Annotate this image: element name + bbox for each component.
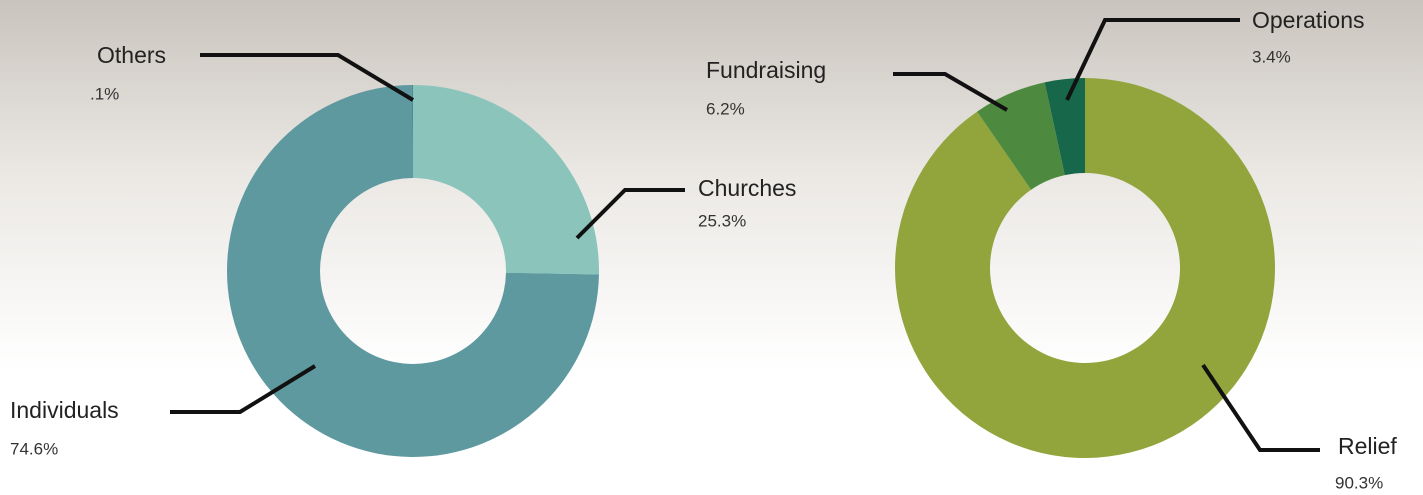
chart: Churches 25.3% Individuals 74.6% Others .1% Re…	[0, 0, 1423, 495]
slice-label: Fundraising	[706, 57, 826, 83]
slice-value-label: 90.3%	[1335, 473, 1383, 492]
slice-value-label: 25.3%	[698, 211, 746, 230]
slice-value-label: 3.4%	[1252, 47, 1291, 66]
slice-label: Others	[97, 42, 166, 68]
slice-value-label: .1%	[90, 84, 119, 103]
slice-label: Relief	[1338, 433, 1397, 459]
page: {"chart_data": [ {"type": "donut", "cate…	[0, 0, 1423, 495]
slice-label: Operations	[1252, 7, 1365, 33]
slice-label: Individuals	[10, 397, 119, 423]
slice-label: Churches	[698, 175, 796, 201]
slice-value-label: 74.6%	[10, 439, 58, 458]
slice-value-label: 6.2%	[706, 99, 745, 118]
